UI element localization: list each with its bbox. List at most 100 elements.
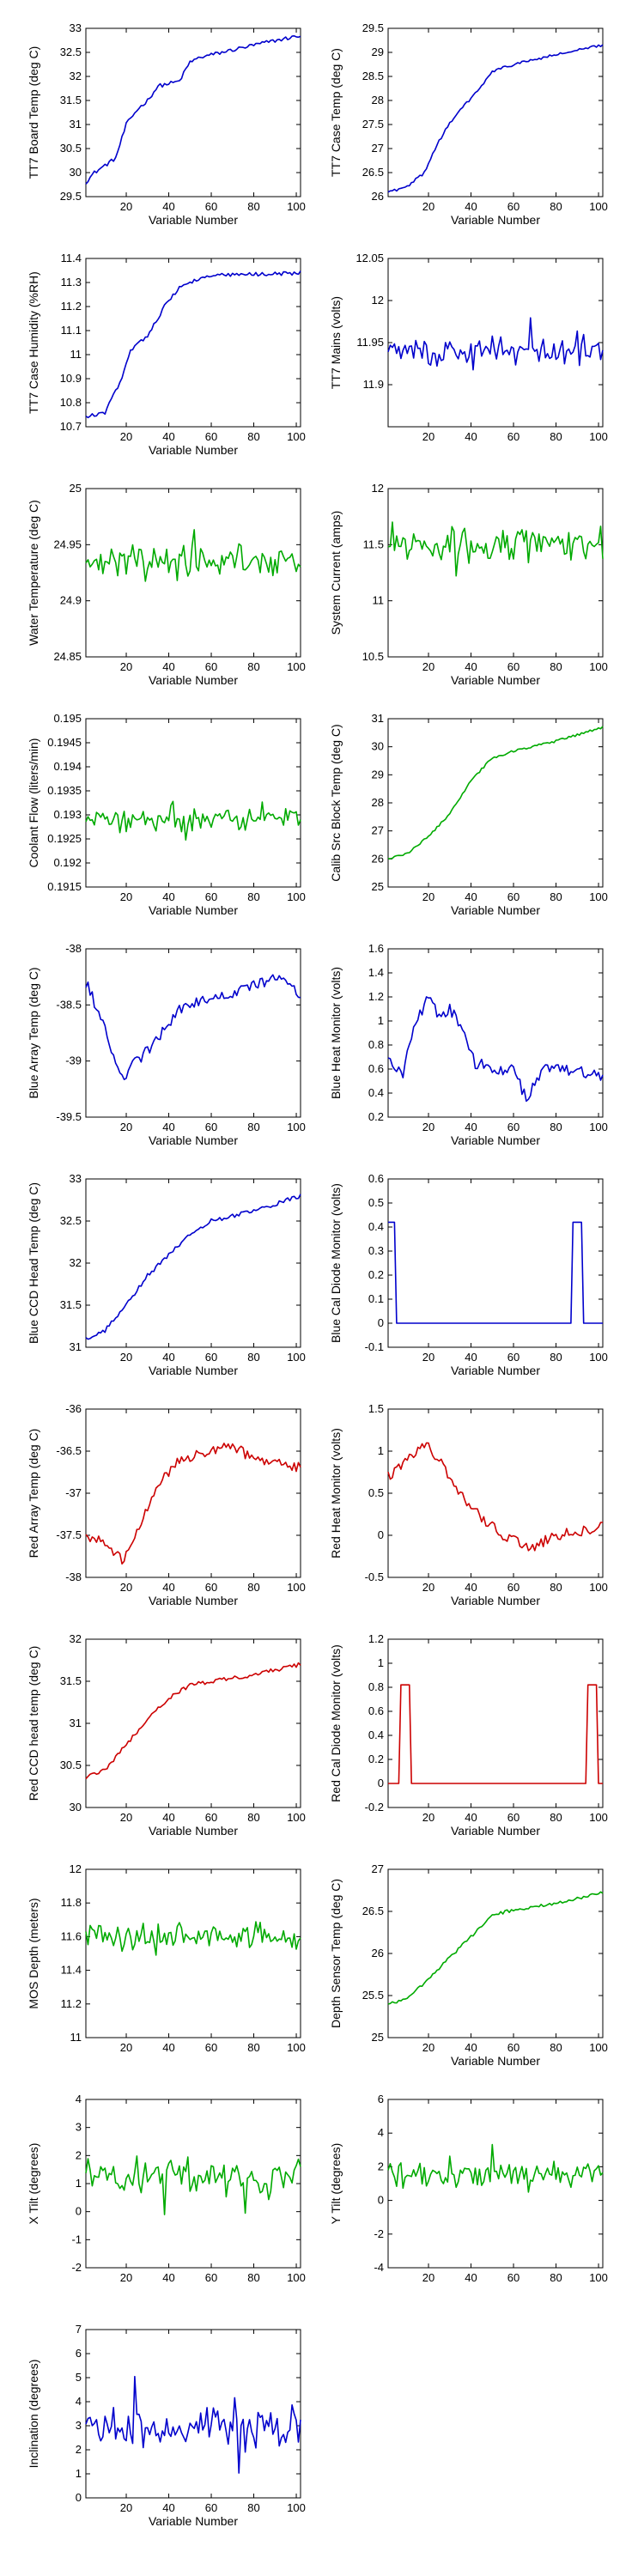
chart-16: -0.2 0 0.2 0.4 0.6 0.8 1 1.2 20 40 60 80 100 Variable…: [329, 1632, 608, 1838]
y-tick-label: 0.3: [368, 1244, 384, 1257]
series-line: [85, 1194, 301, 1340]
x-tick-label: 100: [589, 660, 608, 673]
x-tick-label: 60: [507, 660, 519, 673]
series-line: [85, 1662, 301, 1780]
chart-2: 26 26.5 27 27.5 28 28.5 29 29.5 20 40 60 80 100 Varia…: [329, 21, 608, 227]
y-tick-label: 30: [70, 166, 82, 179]
y-axis-label: MOS Depth (meters): [27, 1898, 40, 2008]
x-tick-label: 20: [120, 2271, 132, 2284]
y-tick-label: 3: [76, 2121, 82, 2134]
x-axis-label: Variable Number: [451, 673, 540, 687]
y-tick-label: 0.195: [53, 712, 82, 725]
y-axis-label: Water Temperature (deg C): [27, 500, 40, 646]
x-tick-label: 80: [550, 2271, 562, 2284]
x-tick-label: 20: [120, 200, 132, 213]
x-tick-label: 20: [422, 200, 434, 213]
x-tick-label: 80: [550, 430, 562, 443]
y-tick-label: 25: [372, 880, 384, 893]
plot-frame: [387, 2099, 604, 2269]
series-line: [85, 2375, 301, 2474]
y-tick-label: 27: [372, 1862, 384, 1875]
x-tick-label: 40: [162, 660, 174, 673]
chart-7: 0.1915 0.192 0.1925 0.193 0.1935 0.194 0.1945 0…: [27, 712, 306, 917]
x-tick-label: 80: [550, 1811, 562, 1824]
x-tick-label: 100: [287, 430, 306, 443]
x-tick-label: 60: [205, 2041, 217, 2054]
x-tick-label: 40: [465, 430, 477, 443]
plot-frame: [387, 718, 604, 888]
x-tick-label: 60: [507, 1351, 519, 1364]
y-tick-label: 0.193: [53, 808, 82, 821]
y-tick-label: 27.5: [362, 118, 384, 131]
y-tick-label: 1: [76, 2467, 82, 2480]
y-tick-label: 32.5: [60, 46, 82, 58]
chart-3: 10.7 10.8 10.9 11 11.1 11.2 11.3 11.4 20 40 60 80 10…: [27, 252, 306, 457]
y-tick-label: 32: [70, 1632, 82, 1645]
chart-19: -2 -1 0 1 2 3 4 20 40 60 80 100 X Tilt (degrees): [27, 2093, 306, 2284]
series-line: [387, 317, 604, 371]
y-tick-label: 30.5: [60, 1759, 82, 1771]
x-tick-label: 80: [247, 430, 259, 443]
y-tick-label: 1.2: [368, 1632, 384, 1645]
x-tick-label: 100: [589, 200, 608, 213]
chart-9: -39.5 -39 -38.5 -38 20 40 60 80 100 Variable Numb…: [27, 942, 306, 1147]
y-tick-label: -2: [71, 2261, 82, 2274]
y-axis-label: Inclination (degrees): [27, 2360, 40, 2469]
x-tick-label: 80: [247, 1811, 259, 1824]
plot-frame: [387, 488, 604, 658]
plot-frame: [85, 27, 301, 197]
y-tick-label: 29: [372, 768, 384, 781]
y-tick-label: 31: [372, 712, 384, 725]
y-tick-label: -0.2: [365, 1801, 384, 1814]
y-tick-label: 33: [70, 21, 82, 34]
y-tick-label: 30: [70, 1801, 82, 1814]
chart-1: 29.5 30 30.5 31 31.5 32 32.5 33 20 40 60 80 100 Varia…: [27, 21, 306, 227]
x-tick-label: 100: [589, 1351, 608, 1364]
y-tick-label: 1.5: [368, 1402, 384, 1415]
y-tick-label: 5: [76, 2371, 82, 2384]
x-tick-label: 80: [247, 2041, 259, 2054]
x-tick-label: 100: [287, 890, 306, 903]
plot-frame: [85, 948, 301, 1118]
y-tick-label: 4: [378, 2126, 384, 2139]
y-axis-label: Depth Sensor Temp (deg C): [329, 1879, 343, 2028]
x-tick-label: 80: [550, 1581, 562, 1594]
chart-8: 25 26 27 28 29 30 31 20 40 60 80 100 Variable Number…: [329, 712, 608, 917]
y-tick-label: 1: [76, 2177, 82, 2190]
y-axis-label: Calib Src Block Temp (deg C): [329, 724, 343, 881]
y-tick-label: 0: [378, 1316, 384, 1329]
chart-12: -0.1 0 0.1 0.2 0.3 0.4 0.5 0.6 20 40 60 80 100 Variab…: [329, 1172, 608, 1377]
x-tick-label: 60: [205, 430, 217, 443]
y-tick-label: 28: [372, 94, 384, 106]
x-tick-label: 80: [550, 660, 562, 673]
y-tick-label: 2: [76, 2443, 82, 2456]
x-axis-label: Variable Number: [149, 1824, 238, 1838]
y-tick-label: 0.1915: [47, 880, 82, 893]
series-line: [387, 996, 604, 1103]
x-tick-label: 60: [205, 1811, 217, 1824]
series-line: [85, 974, 301, 1080]
y-tick-label: -38.5: [56, 998, 82, 1011]
series-line: [387, 521, 604, 577]
y-tick-label: 0.194: [53, 760, 82, 773]
y-tick-label: 31.5: [60, 1674, 82, 1687]
x-tick-label: 20: [422, 1121, 434, 1133]
x-tick-label: 20: [120, 2501, 132, 2514]
x-tick-label: 100: [287, 1351, 306, 1364]
y-tick-label: 31: [70, 1716, 82, 1729]
y-tick-label: 0.8: [368, 1680, 384, 1693]
y-tick-label: 11.8: [61, 1896, 82, 1909]
x-tick-label: 20: [120, 1121, 132, 1133]
chart-14: -0.5 0 0.5 1 1.5 20 40 60 80 100 Variable Number Re…: [329, 1402, 608, 1607]
x-tick-label: 100: [287, 1581, 306, 1594]
x-tick-label: 40: [162, 1581, 174, 1594]
x-tick-label: 80: [247, 1581, 259, 1594]
y-tick-label: 0.8: [368, 1038, 384, 1051]
y-tick-label: 11.3: [61, 276, 82, 289]
chart-11: 31 31.5 32 32.5 33 20 40 60 80 100 Variable Number…: [27, 1172, 306, 1377]
x-tick-label: 60: [507, 1581, 519, 1594]
x-tick-label: 60: [507, 200, 519, 213]
y-tick-label: 26: [372, 190, 384, 203]
x-tick-label: 80: [247, 2271, 259, 2284]
x-tick-label: 20: [422, 660, 434, 673]
